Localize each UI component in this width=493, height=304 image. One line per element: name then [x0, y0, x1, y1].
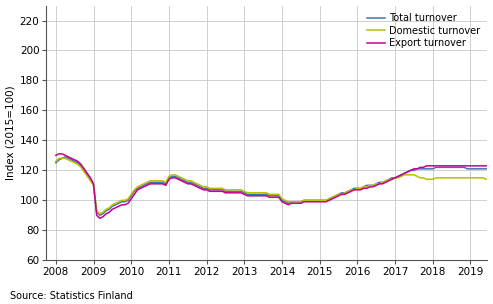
Total turnover [125, 199, 131, 202]
Export turnover [421, 165, 426, 169]
Total turnover [426, 167, 432, 171]
Line: Domestic turnover: Domestic turnover [56, 158, 493, 214]
Total turnover [87, 178, 93, 181]
Line: Total turnover: Total turnover [56, 157, 493, 215]
Line: Export turnover: Export turnover [56, 154, 493, 218]
Total turnover [97, 213, 103, 217]
Total turnover [380, 181, 386, 184]
Domestic turnover [426, 178, 432, 181]
Domestic turnover [53, 160, 59, 163]
Export turnover [380, 182, 386, 186]
Total turnover [53, 161, 59, 165]
Total turnover [421, 167, 426, 171]
Domestic turnover [97, 212, 103, 216]
Y-axis label: Index (2015=100): Index (2015=100) [5, 85, 16, 180]
Export turnover [197, 186, 203, 190]
Legend: Total turnover, Domestic turnover, Export turnover: Total turnover, Domestic turnover, Expor… [364, 10, 483, 51]
Total turnover [197, 185, 203, 189]
Domestic turnover [197, 184, 203, 187]
Export turnover [87, 176, 93, 180]
Text: Source: Statistics Finland: Source: Statistics Finland [10, 291, 133, 301]
Export turnover [56, 152, 62, 156]
Domestic turnover [56, 157, 62, 160]
Domestic turnover [380, 181, 386, 184]
Export turnover [426, 164, 432, 168]
Domestic turnover [125, 197, 131, 201]
Export turnover [97, 216, 103, 220]
Total turnover [62, 155, 68, 159]
Domestic turnover [87, 179, 93, 183]
Export turnover [53, 154, 59, 157]
Export turnover [125, 202, 131, 205]
Domestic turnover [421, 176, 426, 180]
